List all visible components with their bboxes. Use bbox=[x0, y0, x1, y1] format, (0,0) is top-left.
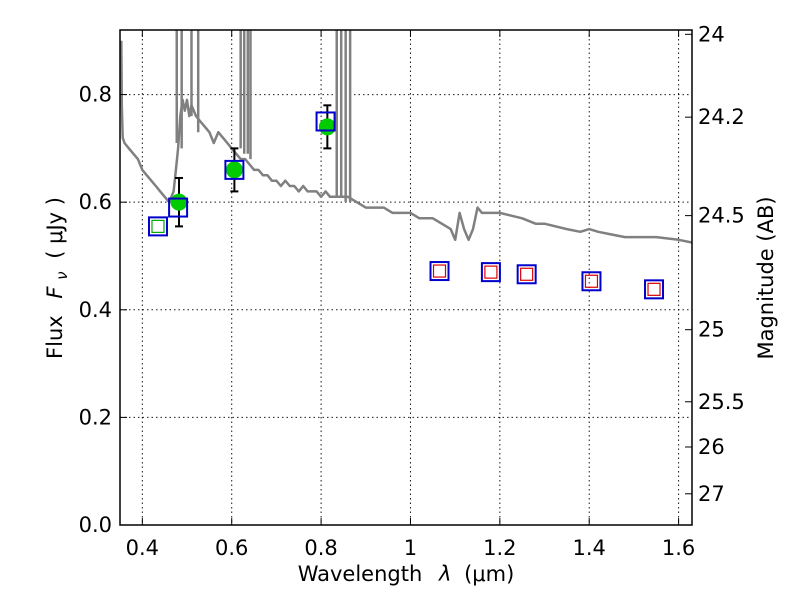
x-tick-label: 0.4 bbox=[126, 536, 159, 560]
model-photometry-square bbox=[429, 261, 450, 282]
y-tick-label: 0.4 bbox=[79, 298, 112, 322]
y-tick-label: 0.6 bbox=[79, 190, 112, 214]
model-photometry-square bbox=[480, 262, 501, 283]
x-axis-title-main: Wavelength bbox=[298, 562, 423, 586]
model-photometry-square bbox=[147, 216, 168, 237]
mag-tick-label: 24 bbox=[698, 22, 725, 46]
model-photometry-square bbox=[224, 159, 245, 180]
inner-open-square bbox=[584, 274, 599, 288]
model-spectrum-line bbox=[120, 40, 692, 244]
x-tick-label: 0.8 bbox=[304, 536, 337, 560]
mag-tick-label: 26 bbox=[698, 435, 725, 459]
model-photometry-square bbox=[644, 279, 665, 300]
x-tick-label: 1 bbox=[404, 536, 417, 560]
observed-photometry-point bbox=[318, 118, 336, 136]
x-axis-title: Wavelength λ (μm) bbox=[298, 562, 515, 586]
y2-axis-title: Magnitude (AB) bbox=[754, 196, 778, 359]
model-photometry-square bbox=[516, 264, 537, 285]
observed-photometry-point bbox=[170, 193, 188, 211]
y-axis-title: Flux F ν ( μJy ) bbox=[43, 197, 72, 359]
x-tick-label: 0.6 bbox=[215, 536, 248, 560]
x-tick-label: 1.2 bbox=[483, 536, 516, 560]
x-tick-label: 1.4 bbox=[573, 536, 606, 560]
y-tick-label: 0.2 bbox=[79, 405, 112, 429]
y-axis-title-subscript: ν bbox=[53, 271, 71, 279]
grid-lines bbox=[120, 30, 692, 526]
inner-open-square bbox=[520, 267, 534, 281]
observed-photometry-point bbox=[225, 161, 243, 179]
x-tick-label: 1.6 bbox=[662, 536, 695, 560]
plot-area bbox=[120, 30, 692, 300]
mag-tick-label: 24.2 bbox=[698, 105, 745, 129]
mag-tick-label: 27 bbox=[698, 482, 725, 506]
model-photometry-square bbox=[315, 111, 336, 132]
ticks: 0.4 0.6 0.8 1 1.2 1.4 1.6 0.0 0.2 0.4 0.6 0.8 24 24.2… bbox=[79, 22, 745, 560]
y-axis-title-unit: ( μJy ) bbox=[43, 197, 67, 259]
inner-open-square bbox=[484, 265, 498, 279]
mag-tick-label: 25 bbox=[698, 318, 725, 342]
mag-tick-label: 25.5 bbox=[698, 390, 745, 414]
plot-frame bbox=[119, 29, 693, 526]
x-axis-title-symbol: λ bbox=[438, 562, 451, 586]
y-tick-label: 0.8 bbox=[79, 83, 112, 107]
y-axis-title-symbol: F bbox=[43, 286, 67, 299]
mag-tick-label: 24.5 bbox=[698, 204, 745, 228]
inner-open-square bbox=[432, 264, 447, 278]
series-layer bbox=[120, 30, 692, 300]
inner-open-square bbox=[151, 219, 165, 233]
y-axis-title-main: Flux bbox=[43, 315, 67, 359]
x-axis-title-unit: (μm) bbox=[464, 562, 514, 586]
inner-open-square bbox=[647, 282, 661, 296]
model-photometry-square bbox=[168, 197, 189, 218]
model-photometry-square bbox=[581, 271, 602, 292]
y-tick-label: 0.0 bbox=[79, 513, 112, 537]
